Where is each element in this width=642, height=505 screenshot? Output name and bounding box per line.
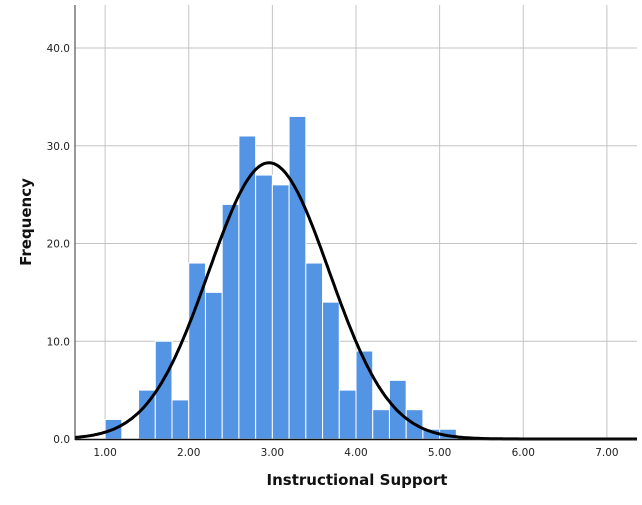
x-tick-label: 7.00 (595, 447, 618, 459)
histogram-bar (355, 350, 374, 440)
histogram-bar (255, 174, 273, 440)
histogram-bar (305, 262, 324, 440)
x-tick-labels: 1.00 2.00 3.00 4.00 5.00 6.00 7.00 (93, 447, 618, 459)
y-tick-label: 40.0 (47, 43, 70, 55)
x-tick-label: 4.00 (344, 447, 367, 459)
x-axis-title: Instructional Support (267, 471, 448, 489)
x-tick-label: 1.00 (93, 447, 116, 459)
histogram-bar (271, 184, 290, 440)
y-tick-labels: 0.0 10.0 20.0 30.0 40.0 (47, 43, 70, 446)
histogram-bar (204, 291, 223, 440)
y-tick-label: 30.0 (47, 141, 70, 153)
y-tick-label: 0.0 (53, 434, 70, 446)
y-tick-label: 10.0 (47, 336, 70, 348)
x-tick-label: 5.00 (428, 447, 451, 459)
x-tick-label: 3.00 (261, 447, 284, 459)
y-axis-title: Frequency (17, 178, 35, 266)
histogram-bar (288, 115, 307, 440)
gridlines (75, 5, 637, 439)
histogram-bar (171, 399, 190, 440)
histogram-bar (338, 389, 357, 440)
x-tick-label: 2.00 (177, 447, 200, 459)
x-tick-label: 6.00 (512, 447, 535, 459)
histogram-bar (322, 301, 340, 440)
histogram-bar (221, 203, 240, 440)
y-tick-label: 20.0 (47, 239, 70, 251)
bars (104, 115, 457, 440)
histogram-bar (372, 409, 390, 440)
